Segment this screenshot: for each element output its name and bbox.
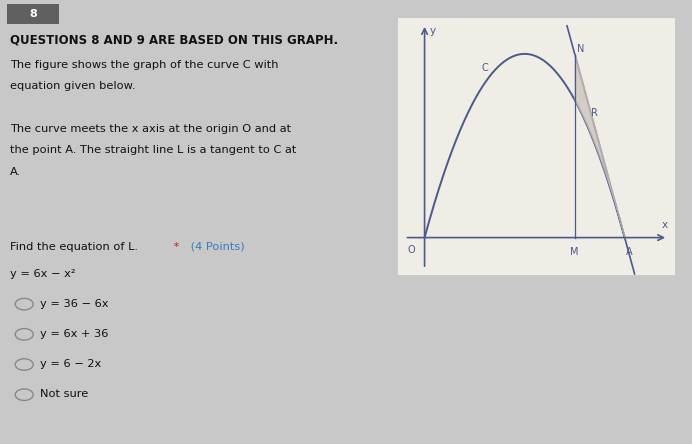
Text: QUESTIONS 8 AND 9 ARE BASED ON THIS GRAPH.: QUESTIONS 8 AND 9 ARE BASED ON THIS GRAP… [10,33,338,46]
Text: C: C [481,63,488,73]
Text: y = 6x + 36: y = 6x + 36 [40,329,109,339]
Text: y: y [430,26,436,36]
Text: Find the equation of L.: Find the equation of L. [10,242,138,252]
Text: *: * [170,242,183,252]
Text: M: M [570,247,578,257]
Text: A.: A. [10,166,21,177]
Text: A: A [626,247,633,257]
Text: the point A. The straight line L is a tangent to C at: the point A. The straight line L is a ta… [10,145,297,155]
Text: equation given below.: equation given below. [10,81,136,91]
Text: N: N [577,44,585,54]
Text: O: O [408,245,415,255]
Text: The figure shows the graph of the curve C with: The figure shows the graph of the curve … [10,60,279,70]
Text: x: x [662,220,668,230]
Text: 8: 8 [29,9,37,20]
Text: y = 36 − 6x: y = 36 − 6x [40,299,109,309]
Text: Not sure: Not sure [40,389,89,400]
Text: R: R [592,108,598,118]
Text: The curve meets the x axis at the origin O and at: The curve meets the x axis at the origin… [10,124,291,134]
Text: (4 Points): (4 Points) [187,242,244,252]
Text: y = 6x − x²: y = 6x − x² [10,269,76,279]
Text: y = 6 − 2x: y = 6 − 2x [40,359,102,369]
